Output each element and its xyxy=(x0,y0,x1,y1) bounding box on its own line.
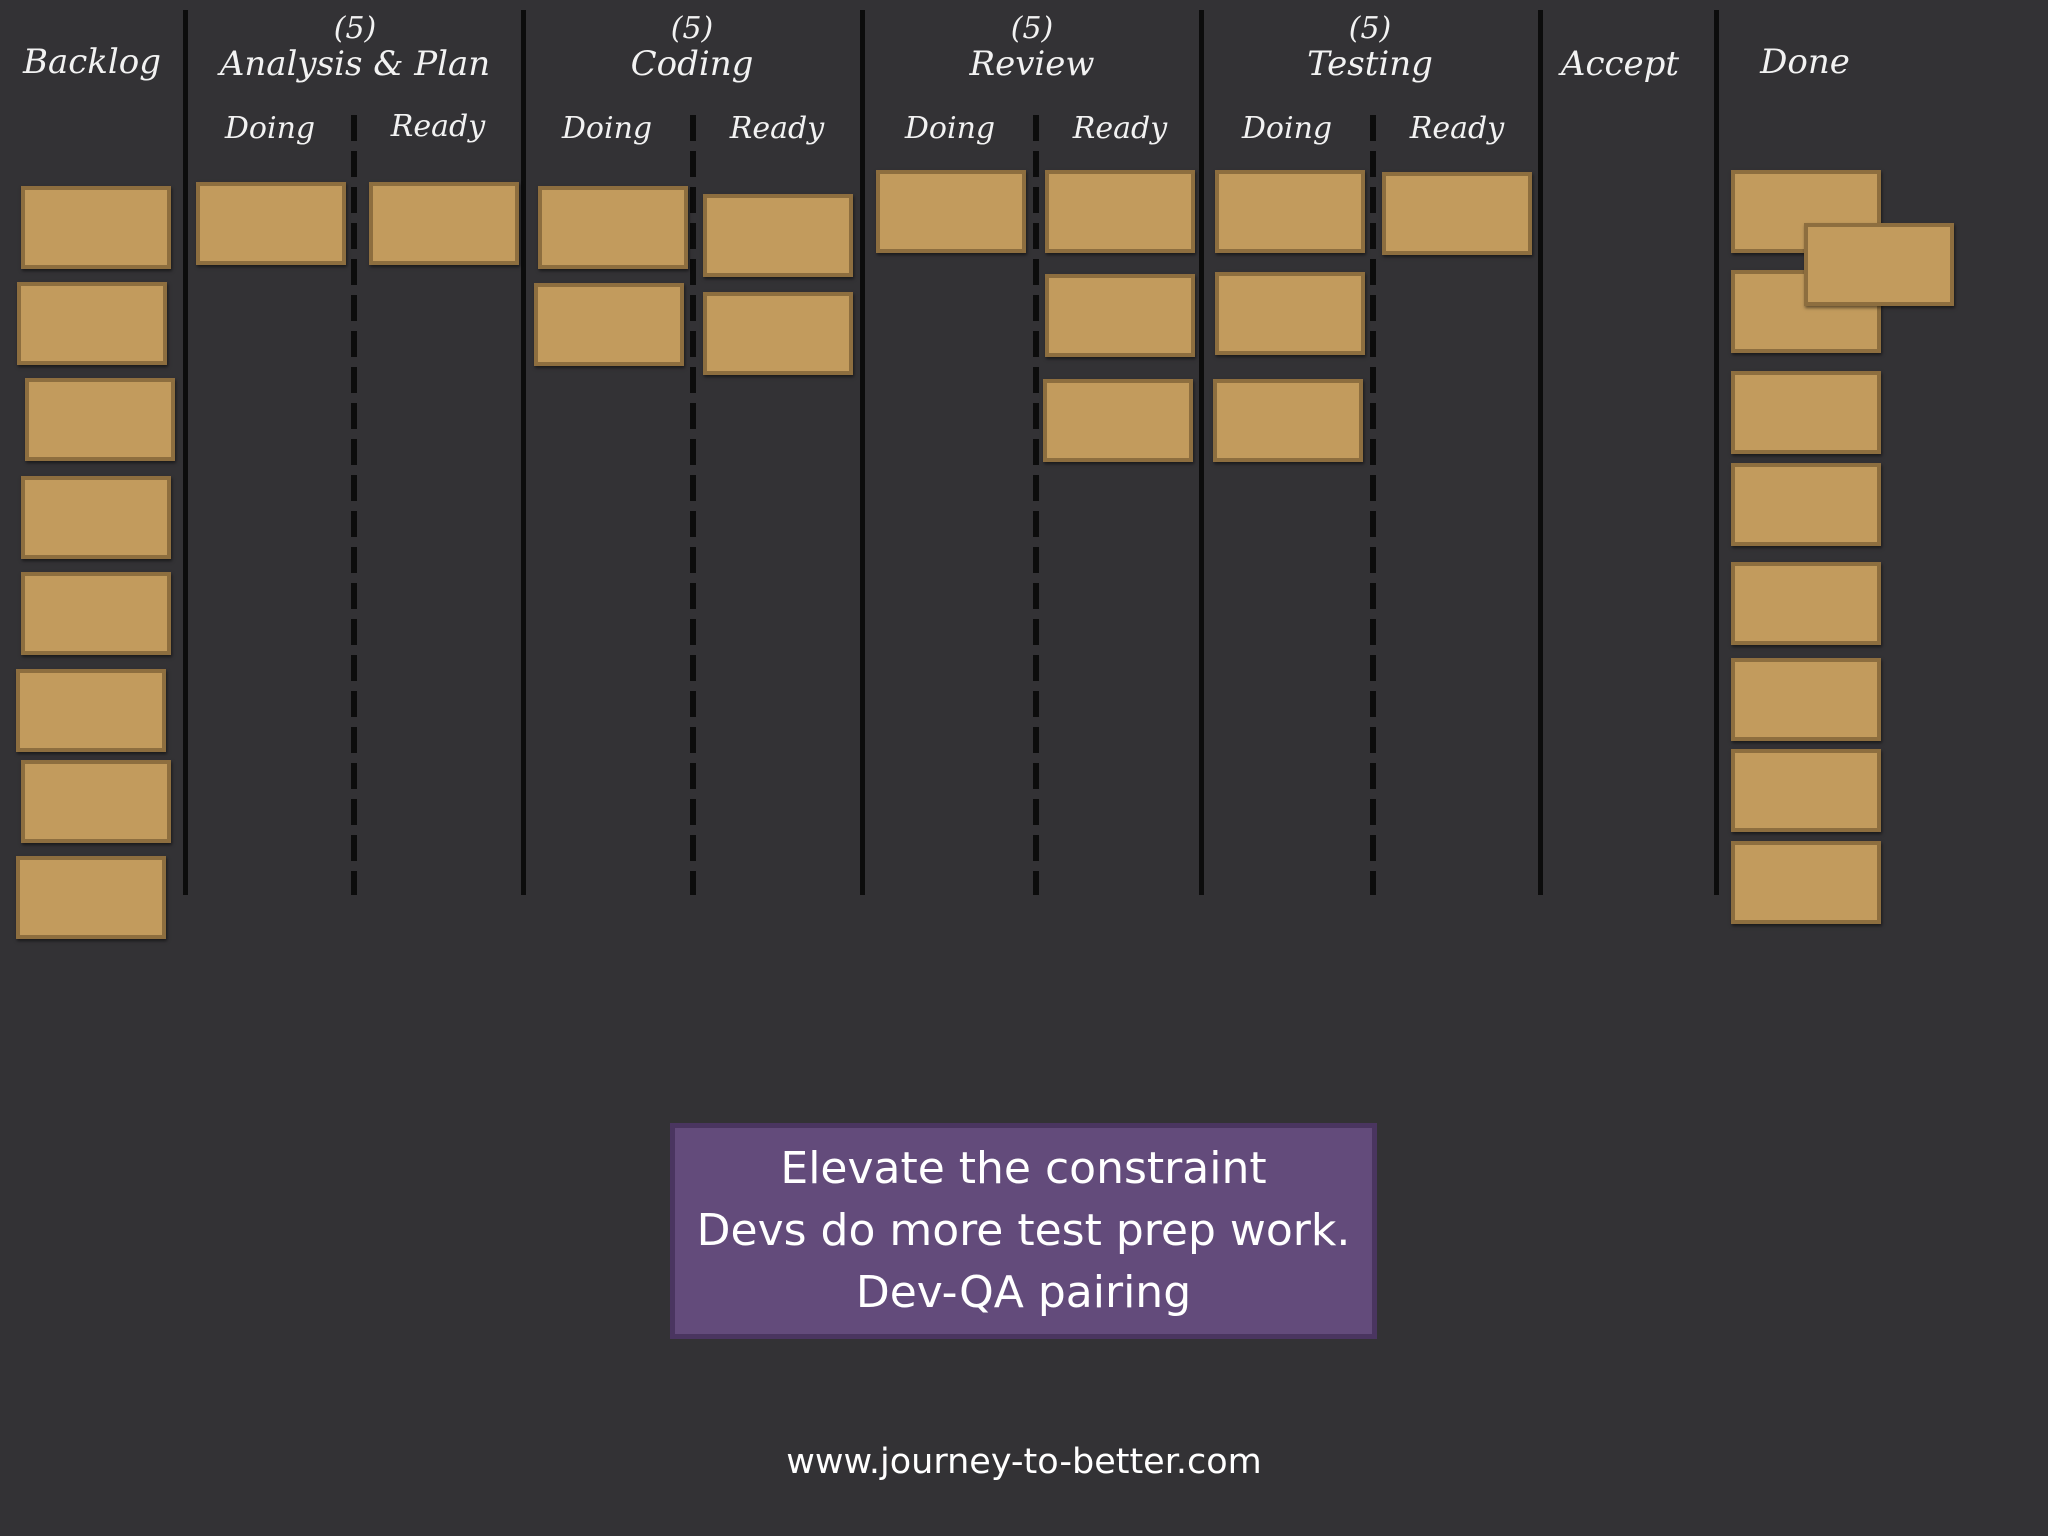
subcolumn-analysis-ready: Ready xyxy=(390,109,486,144)
wip-limit: (5) xyxy=(333,11,377,46)
task-card[interactable] xyxy=(16,669,166,752)
task-card[interactable] xyxy=(538,186,688,269)
subcolumn-divider xyxy=(1370,115,1376,895)
task-card[interactable] xyxy=(196,182,346,265)
subcolumn-review-doing: Doing xyxy=(904,111,996,146)
task-card[interactable] xyxy=(1045,170,1195,253)
task-card[interactable] xyxy=(1731,562,1881,645)
wip-limit: (5) xyxy=(1348,11,1392,46)
task-card[interactable] xyxy=(1215,170,1365,253)
subcolumn-testing-doing: Doing xyxy=(1241,111,1333,146)
task-card[interactable] xyxy=(1045,274,1195,357)
callout-note: Elevate the constraint Devs do more test… xyxy=(670,1123,1377,1339)
subcolumn-analysis-doing: Doing xyxy=(224,111,316,146)
task-card[interactable] xyxy=(703,292,853,375)
subcolumn-review-ready: Ready xyxy=(1072,111,1168,146)
task-card[interactable] xyxy=(21,186,171,269)
task-card[interactable] xyxy=(1804,223,1954,306)
task-card[interactable] xyxy=(534,283,684,366)
column-divider xyxy=(1538,10,1543,895)
task-card[interactable] xyxy=(1731,371,1881,454)
subcolumn-coding-ready: Ready xyxy=(729,111,825,146)
column-header-backlog: Backlog xyxy=(22,42,161,82)
wip-limit: (5) xyxy=(670,11,714,46)
column-header-coding: (5) Coding xyxy=(532,11,852,84)
task-card[interactable] xyxy=(21,572,171,655)
footer-url: www.journey-to-better.com xyxy=(786,1442,1262,1482)
task-card[interactable] xyxy=(16,856,166,939)
note-line: Dev-QA pairing xyxy=(855,1267,1192,1318)
note-line: Devs do more test prep work. xyxy=(696,1205,1351,1256)
subcolumn-divider xyxy=(1033,115,1039,895)
column-header-review: (5) Review xyxy=(872,11,1192,84)
task-card[interactable] xyxy=(1731,658,1881,741)
task-card[interactable] xyxy=(1382,172,1532,255)
task-card[interactable] xyxy=(17,282,167,365)
subcolumn-divider xyxy=(690,115,696,895)
column-title: Analysis & Plan xyxy=(219,44,491,84)
column-title: Testing xyxy=(1307,44,1433,84)
task-card[interactable] xyxy=(21,476,171,559)
column-header-accept: Accept xyxy=(1560,44,1680,84)
column-header-analysis: (5) Analysis & Plan xyxy=(195,11,515,84)
task-card[interactable] xyxy=(703,194,853,277)
task-card[interactable] xyxy=(876,170,1026,253)
column-divider xyxy=(1199,10,1204,895)
column-divider xyxy=(183,10,188,895)
column-divider xyxy=(860,10,865,895)
column-title: Coding xyxy=(630,44,754,84)
task-card[interactable] xyxy=(1731,841,1881,924)
wip-limit: (5) xyxy=(1010,11,1054,46)
column-divider xyxy=(521,10,526,895)
task-card[interactable] xyxy=(1043,379,1193,462)
task-card[interactable] xyxy=(1731,749,1881,832)
task-card[interactable] xyxy=(21,760,171,843)
column-title: Review xyxy=(969,44,1095,84)
subcolumn-testing-ready: Ready xyxy=(1409,111,1505,146)
task-card[interactable] xyxy=(369,182,519,265)
task-card[interactable] xyxy=(25,378,175,461)
column-header-done: Done xyxy=(1760,42,1850,82)
subcolumn-divider xyxy=(351,115,357,895)
subcolumn-coding-doing: Doing xyxy=(561,111,653,146)
task-card[interactable] xyxy=(1215,272,1365,355)
column-header-testing: (5) Testing xyxy=(1210,11,1530,84)
note-line: Elevate the constraint xyxy=(780,1143,1267,1194)
task-card[interactable] xyxy=(1213,379,1363,462)
task-card[interactable] xyxy=(1731,463,1881,546)
column-divider xyxy=(1714,10,1719,895)
